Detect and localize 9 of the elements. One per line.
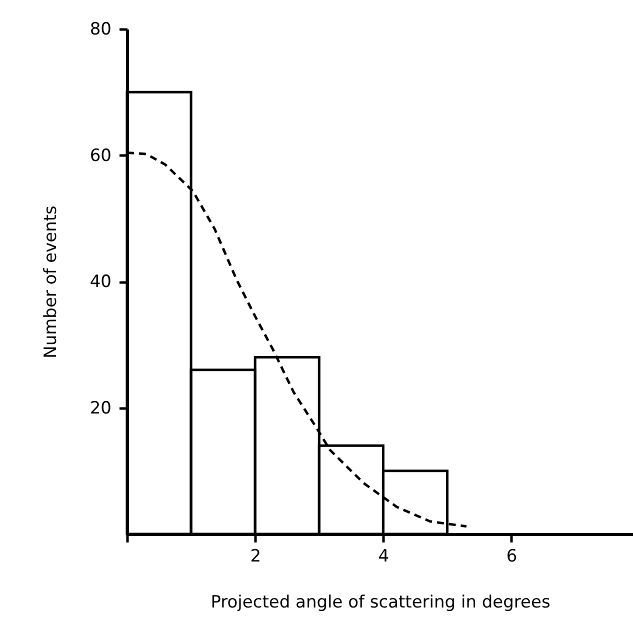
y-tick-label: 80 xyxy=(90,20,112,40)
x-tick-label: 2 xyxy=(250,546,262,566)
x-tick-label: 6 xyxy=(506,546,518,566)
x-axis-title: Projected angle of scattering in degrees xyxy=(210,592,550,612)
y-axis-title: Number of events xyxy=(40,205,61,358)
y-tick-label: 60 xyxy=(90,146,112,166)
y-tick-label: 20 xyxy=(90,398,112,418)
y-tick-label: 40 xyxy=(90,272,112,292)
x-tick-label: 4 xyxy=(378,546,390,566)
